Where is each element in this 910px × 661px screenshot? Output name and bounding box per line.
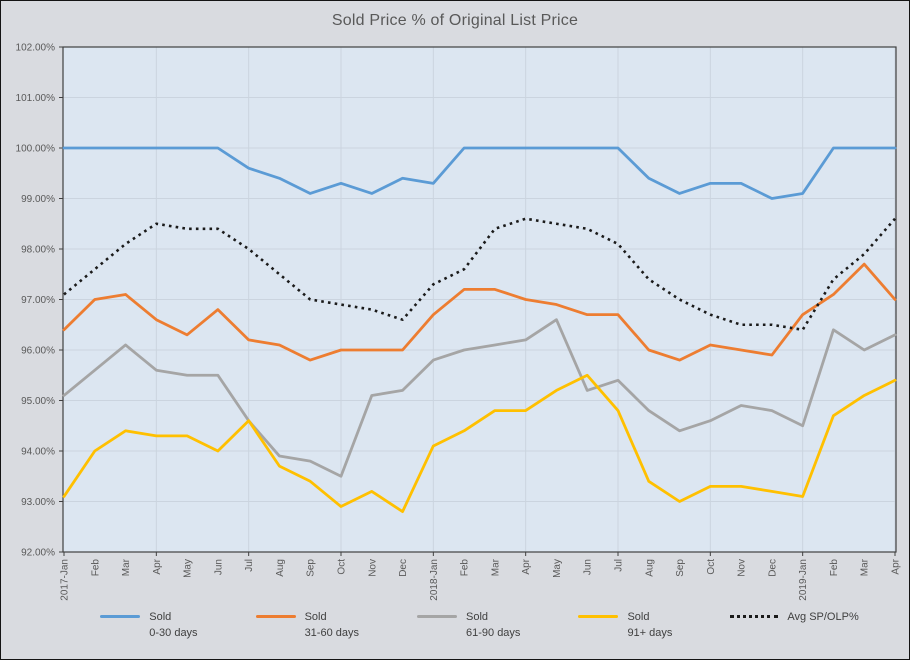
y-axis-label: 96.00% [21, 346, 55, 357]
y-axis-label: 99.00% [21, 194, 55, 205]
legend-item-avg-sp-olp: Avg SP/OLP% [730, 609, 859, 625]
y-axis-label: 97.00% [21, 295, 55, 306]
x-axis-label: Aug [644, 559, 655, 577]
x-axis-label: Mar [490, 558, 501, 576]
x-axis-label: Feb [460, 559, 471, 577]
x-axis-label: Apr [521, 558, 532, 574]
legend-label-sold-61-90-days: Sold 61-90 days [466, 611, 521, 639]
y-axis-label: 93.00% [21, 497, 55, 508]
legend-swatch-sold-61-90-days [417, 615, 457, 618]
x-axis-label: 2019-Jan [798, 559, 809, 601]
x-axis-label: Oct [337, 559, 348, 575]
legend-label-avg-sp-olp: Avg SP/OLP% [787, 611, 859, 623]
x-axis-label: Jun [583, 559, 594, 575]
y-axis-label: 98.00% [21, 245, 55, 256]
legend-label-sold-91-days: Sold 91+ days [627, 611, 673, 639]
x-axis-label: Oct [706, 559, 717, 575]
x-axis-label: May [183, 559, 194, 578]
chart-title: Sold Price % of Original List Price [331, 12, 579, 29]
series-line-sold-61-90-days [62, 318, 897, 478]
x-axis-label: Apr [891, 558, 902, 574]
legend-item-sold-91-days: Sold 91+ days [578, 609, 672, 641]
y-axis-label: 100.00% [16, 144, 56, 155]
x-axis-label: Sep [675, 559, 686, 577]
x-axis-label: 2018-Jan [429, 559, 440, 601]
x-axis-label: Mar [860, 558, 871, 576]
legend-swatch-sold-91-days [578, 615, 619, 618]
x-axis-label: Feb [90, 559, 101, 577]
series-line-avg-sp-olp [63, 217, 896, 332]
y-axis-label: 95.00% [21, 396, 55, 407]
legend-swatch-sold-31-60-days [255, 615, 296, 618]
y-axis-label: 92.00% [21, 548, 55, 559]
x-axis-label: Feb [829, 559, 840, 577]
x-axis-label: Jul [244, 559, 255, 572]
y-axis-label: 101.00% [16, 93, 56, 104]
x-axis-label: Jul [614, 559, 625, 572]
x-axis-label: Mar [121, 558, 132, 576]
x-axis-label: Apr [152, 558, 163, 574]
legend-item-sold-0-30-days: Sold 0-30 days [100, 609, 198, 641]
y-axis-label: 94.00% [21, 447, 55, 458]
x-axis-label: Sep [306, 559, 317, 577]
series-line-sold-31-60-days [62, 262, 897, 362]
x-axis-label: Nov [737, 559, 748, 577]
legend-item-sold-31-60-days: Sold 31-60 days [255, 609, 359, 641]
x-axis-label: Dec [767, 559, 778, 577]
legend-item-sold-61-90-days: Sold 61-90 days [417, 609, 520, 641]
legend-label-sold-0-30-days: Sold 0-30 days [149, 611, 198, 639]
legend-swatch-avg-sp-olp [730, 615, 779, 618]
x-axis-label: Nov [367, 559, 378, 577]
x-axis-label: Aug [275, 559, 286, 577]
x-axis-label: May [552, 559, 563, 578]
chart-legend: Sold 0-30 days Sold 31-60 days Sold 61-90 day… [63, 609, 896, 651]
x-axis-label: 2017-Jan [60, 559, 71, 601]
legend-swatch-sold-0-30-days [100, 615, 141, 618]
series-line-sold-91-days [62, 373, 897, 514]
series-line-sold-0-30-days [62, 146, 897, 200]
x-axis-label: Jun [213, 559, 224, 575]
y-axis-label: 102.00% [16, 43, 56, 54]
x-axis-label: Dec [398, 559, 409, 577]
legend-label-sold-31-60-days: Sold 31-60 days [304, 611, 359, 639]
